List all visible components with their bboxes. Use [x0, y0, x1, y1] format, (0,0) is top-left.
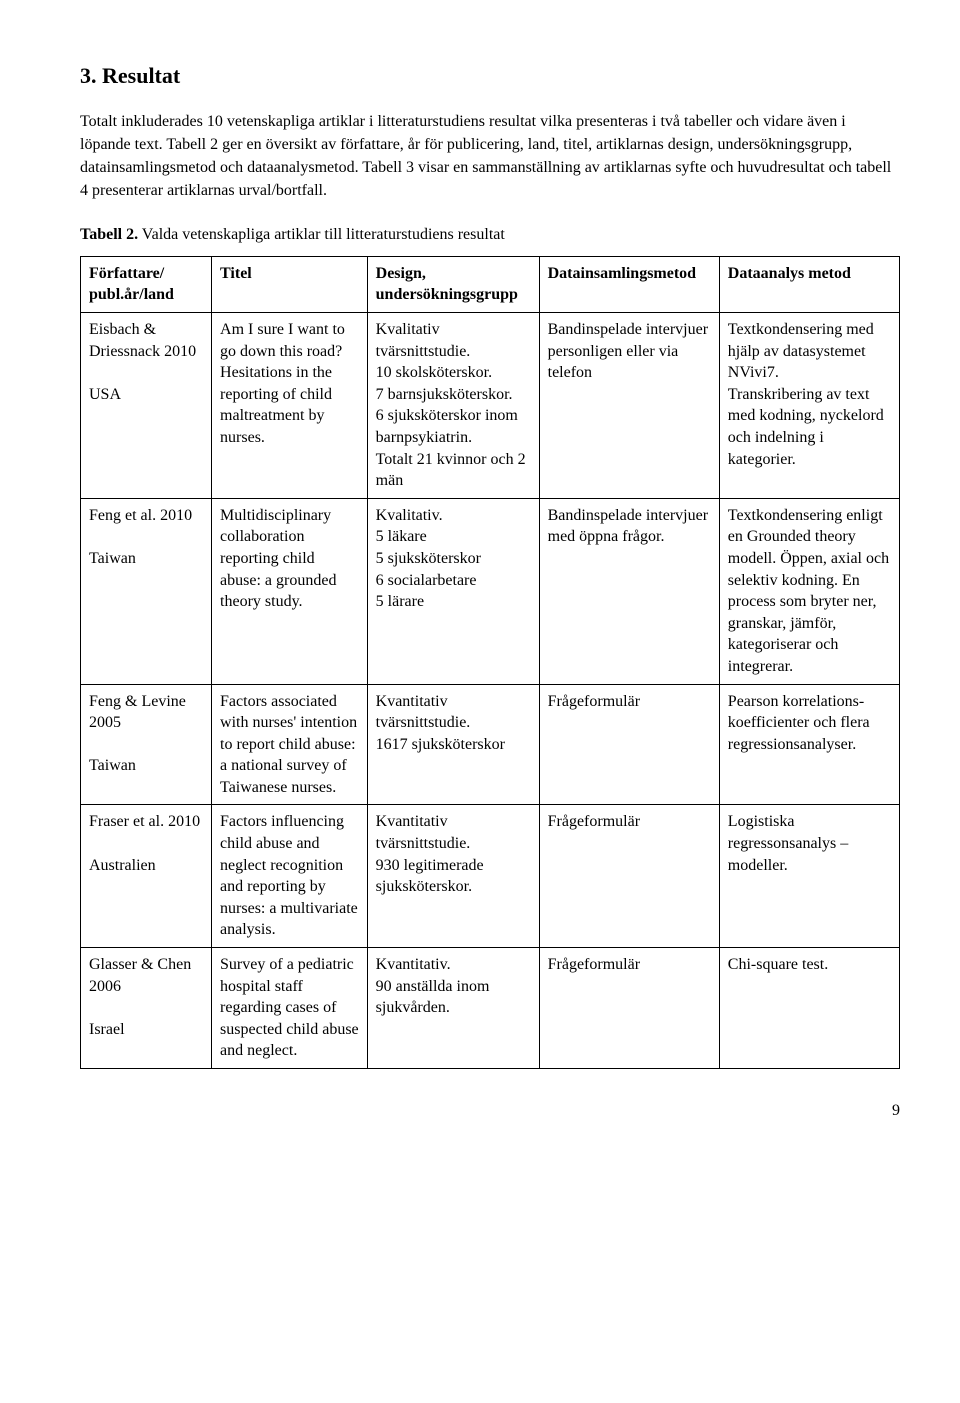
page-number: 9	[80, 1099, 900, 1122]
col-design: Design, undersökningsgrupp	[367, 256, 539, 312]
table-caption-label: Tabell 2.	[80, 226, 138, 243]
cell-analysis: Pearson korrelations-koefficienter och f…	[719, 684, 899, 805]
results-table: Författare/ publ.år/land Titel Design, u…	[80, 256, 900, 1069]
cell-collection: Frågeformulär	[539, 684, 719, 805]
cell-collection: Frågeformulär	[539, 948, 719, 1069]
col-title: Titel	[212, 256, 368, 312]
cell-design: Kvalitativ.5 läkare5 sjuksköterskor6 soc…	[367, 498, 539, 684]
cell-design: Kvantitativ.90 anställda inom sjukvården…	[367, 948, 539, 1069]
table-row: Eisbach & Driessnack 2010USA Am I sure I…	[81, 313, 900, 499]
cell-collection: Bandinspelade intervjuer personligen ell…	[539, 313, 719, 499]
table-header-row: Författare/ publ.år/land Titel Design, u…	[81, 256, 900, 312]
cell-author: Feng & Levine 2005Taiwan	[81, 684, 212, 805]
table-caption-text: Valda vetenskapliga artiklar till litter…	[138, 226, 505, 243]
table-row: Feng et al. 2010Taiwan Multidisciplinary…	[81, 498, 900, 684]
cell-author: Fraser et al. 2010Australien	[81, 805, 212, 948]
cell-analysis: Textkondensering med hjälp av datasystem…	[719, 313, 899, 499]
cell-title: Factors influencing child abuse and negl…	[212, 805, 368, 948]
col-analysis: Dataanalys metod	[719, 256, 899, 312]
col-collection: Datainsamlingsmetod	[539, 256, 719, 312]
table-row: Feng & Levine 2005Taiwan Factors associa…	[81, 684, 900, 805]
cell-design: Kvantitativ tvärsnittstudie.930 legitime…	[367, 805, 539, 948]
cell-analysis: Textkondensering enligt en Grounded theo…	[719, 498, 899, 684]
cell-analysis: Logistiska regressonsanalys – modeller.	[719, 805, 899, 948]
section-heading: 3. Resultat	[80, 60, 900, 92]
cell-title: Survey of a pediatric hospital staff reg…	[212, 948, 368, 1069]
col-author: Författare/ publ.år/land	[81, 256, 212, 312]
cell-collection: Bandinspelade intervjuer med öppna frågo…	[539, 498, 719, 684]
table-row: Glasser & Chen 2006Israel Survey of a pe…	[81, 948, 900, 1069]
table-row: Fraser et al. 2010Australien Factors inf…	[81, 805, 900, 948]
cell-title: Factors associated with nurses' intentio…	[212, 684, 368, 805]
cell-design: Kvalitativ tvärsnittstudie.10 skolsköter…	[367, 313, 539, 499]
table-caption: Tabell 2. Valda vetenskapliga artiklar t…	[80, 223, 900, 246]
cell-collection: Frågeformulär	[539, 805, 719, 948]
cell-author: Feng et al. 2010Taiwan	[81, 498, 212, 684]
cell-author: Glasser & Chen 2006Israel	[81, 948, 212, 1069]
cell-analysis: Chi-square test.	[719, 948, 899, 1069]
cell-title: Multidisciplinary collaboration reportin…	[212, 498, 368, 684]
cell-title: Am I sure I want to go down this road? H…	[212, 313, 368, 499]
cell-design: Kvantitativ tvärsnittstudie.1617 sjukskö…	[367, 684, 539, 805]
cell-author: Eisbach & Driessnack 2010USA	[81, 313, 212, 499]
intro-paragraph: Totalt inkluderades 10 vetenskapliga art…	[80, 110, 900, 203]
